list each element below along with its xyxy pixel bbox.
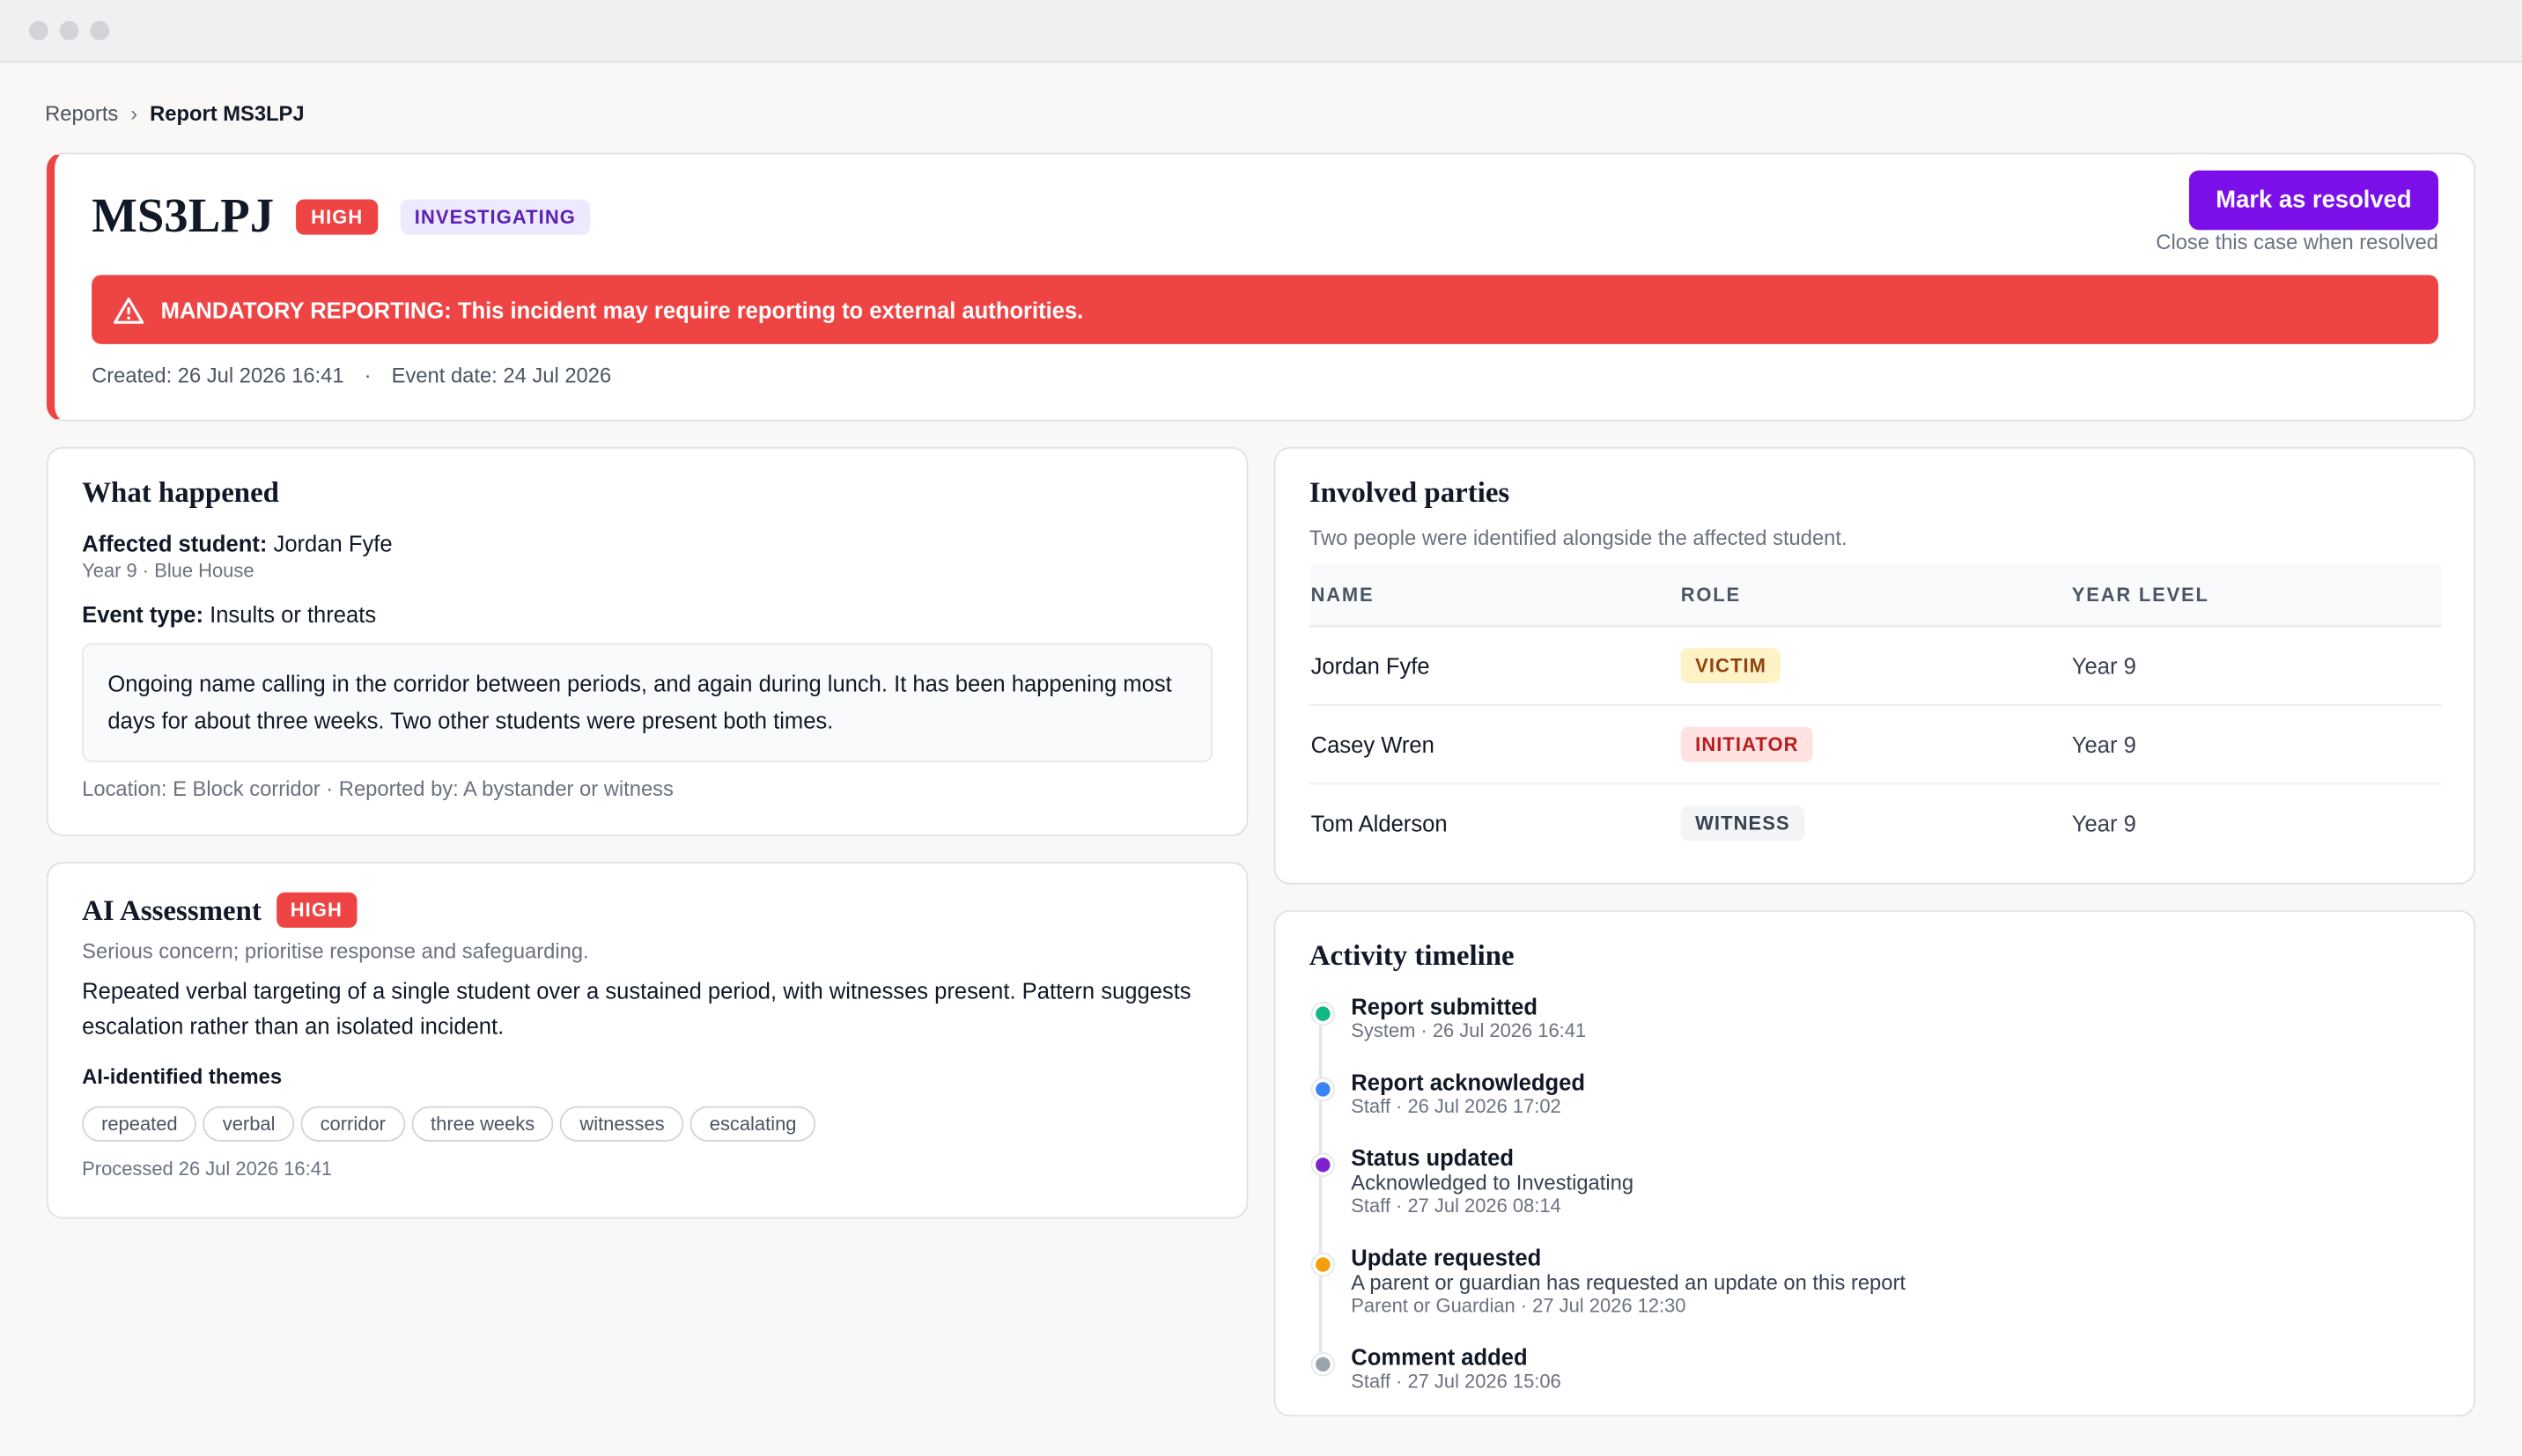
- timeline-dot: [1312, 1353, 1334, 1375]
- field-label: Event type:: [82, 601, 203, 628]
- cell: VICTIM: [1678, 626, 2070, 706]
- event-meta: Parent or Guardian · 27 Jul 2026 12:30: [1351, 1294, 1686, 1317]
- year-level: Year 9: [2069, 704, 2442, 785]
- event-title: Status updated: [1351, 1144, 1514, 1171]
- event-type: Insults or threats: [210, 601, 377, 628]
- column-header: NAME: [1309, 564, 1679, 628]
- event-meta: System · 26 Jul 2026 16:41: [1351, 1019, 1587, 1042]
- breadcrumb: Reports › Report MS3LPJ: [45, 101, 304, 125]
- ai-assessment-card: AI Assessment HIGH Serious concern; prio…: [46, 862, 1249, 1219]
- processed-date: Processed 26 Jul 2026 16:41: [82, 1158, 333, 1180]
- role-badge: VICTIM: [1680, 648, 1781, 684]
- year-level: Year 9: [2069, 626, 2442, 706]
- event-meta: Staff · 27 Jul 2026 15:06: [1351, 1370, 1561, 1393]
- party-name: Jordan Fyfe: [1309, 626, 1679, 706]
- event-title: Report acknowledged: [1351, 1069, 1585, 1095]
- section-title: AI Assessment: [82, 893, 262, 926]
- window-bar: [0, 0, 2522, 63]
- involved-parties-card: Involved parties Two people were identif…: [1273, 446, 2476, 885]
- severity-badge: HIGH: [296, 199, 378, 235]
- section-subtitle: Two people were identified alongside the…: [1309, 526, 1847, 550]
- section-title: Involved parties: [1309, 475, 1510, 509]
- role-badge: WITNESS: [1680, 805, 1805, 842]
- description: Ongoing name calling in the corridor bet…: [82, 643, 1213, 762]
- breadcrumb-link[interactable]: Reports: [45, 101, 119, 126]
- column-header: YEAR LEVEL: [2069, 564, 2442, 628]
- meta-separator: ·: [364, 363, 372, 388]
- event-meta: Staff · 26 Jul 2026 17:02: [1351, 1094, 1561, 1118]
- event-detail: Acknowledged to Investigating: [1351, 1170, 1634, 1195]
- breadcrumb-current: Report MS3LPJ: [150, 101, 305, 126]
- theme-tag: verbal: [203, 1106, 295, 1142]
- ai-text: Repeated verbal targeting of a single st…: [82, 977, 1191, 1039]
- timeline-card: Activity timeline Report submitted System…: [1273, 909, 2476, 1417]
- timeline-event: Report submitted System · 26 Jul 2026 16:…: [1309, 994, 2440, 1044]
- alert-banner: MANDATORY REPORTING: This incident may r…: [92, 275, 2439, 344]
- timeline-event: Status updated Acknowledged to Investigat…: [1309, 1144, 2440, 1218]
- timeline-dot: [1312, 1254, 1334, 1276]
- section-title: What happened: [82, 475, 279, 509]
- theme-tag: witnesses: [560, 1106, 684, 1142]
- created-date: Created: 26 Jul 2026 16:41: [92, 363, 344, 388]
- cell: WITNESS: [1679, 783, 2070, 862]
- party-row: Tom Alderson WITNESS Year 9: [1309, 783, 2442, 862]
- section-title: Activity timeline: [1309, 938, 1515, 972]
- event-detail: A parent or guardian has requested an up…: [1351, 1269, 1906, 1295]
- alert-text: MANDATORY REPORTING: This incident may r…: [160, 296, 1084, 323]
- event-title: Update requested: [1351, 1244, 1542, 1270]
- party-name: Casey Wren: [1309, 704, 1679, 785]
- field-label: Affected student:: [82, 530, 268, 556]
- parties-table: NAME ROLE YEAR LEVEL Jordan Fyfe VICTIM Year …: [1309, 564, 2442, 862]
- event-meta: Staff · 27 Jul 2026 08:14: [1351, 1195, 1561, 1217]
- timeline-event: Update requested A parent or guardian has…: [1309, 1245, 2440, 1319]
- status-badge: INVESTIGATING: [400, 199, 591, 235]
- student-meta: Year 9 · Blue House: [82, 559, 254, 583]
- column-header: ROLE: [1678, 564, 2070, 628]
- action-hint: Close this case when resolved: [2156, 230, 2439, 254]
- timeline-event: Report acknowledged Staff · 26 Jul 2026 1…: [1309, 1070, 2440, 1120]
- party-name: Tom Alderson: [1310, 810, 1448, 836]
- warning-icon: [114, 297, 144, 323]
- report-footer: Location: E Block corridor · Reported by…: [82, 776, 674, 801]
- party-row: Casey Wren INITIATOR Year 9: [1309, 704, 2442, 785]
- role-badge: INITIATOR: [1680, 726, 1814, 762]
- timeline-dot: [1312, 1154, 1334, 1176]
- breadcrumb-separator: ›: [130, 101, 138, 126]
- theme-tag: escalating: [689, 1106, 816, 1142]
- event-title: Report submitted: [1351, 993, 1538, 1020]
- party-row: Jordan Fyfe VICTIM Year 9: [1309, 626, 2442, 706]
- year-level: Year 9: [2071, 810, 2136, 836]
- timeline: Report submitted System · 26 Jul 2026 16:…: [1309, 994, 2440, 1394]
- event-title: Comment added: [1351, 1343, 1528, 1371]
- what-happened-card: What happened Affected student: Jordan F…: [46, 446, 1249, 836]
- resolve-button[interactable]: Mark as resolved: [2188, 170, 2439, 231]
- cell: INITIATOR: [1678, 704, 2070, 785]
- event-date: Event date: 24 Jul 2026: [391, 363, 612, 388]
- severity-badge: HIGH: [276, 892, 358, 928]
- themes: repeated verbal corridor three weeks witness…: [82, 1106, 1213, 1142]
- student-name: Jordan Fyfe: [273, 530, 393, 556]
- ai-summary: Serious concern; prioritise response and…: [82, 938, 589, 964]
- header-card: MS3LPJ HIGH INVESTIGATING Mark as resolv…: [46, 152, 2476, 422]
- timeline-dot: [1312, 1003, 1334, 1025]
- theme-tag: repeated: [82, 1106, 197, 1142]
- theme-tag: corridor: [300, 1106, 405, 1142]
- timeline-event: Comment added Staff · 27 Jul 2026 15:06: [1309, 1344, 2440, 1394]
- report-id: MS3LPJ: [92, 189, 275, 243]
- timeline-dot: [1312, 1078, 1334, 1100]
- themes-label: AI-identified themes: [82, 1064, 283, 1089]
- theme-tag: three weeks: [411, 1106, 555, 1142]
